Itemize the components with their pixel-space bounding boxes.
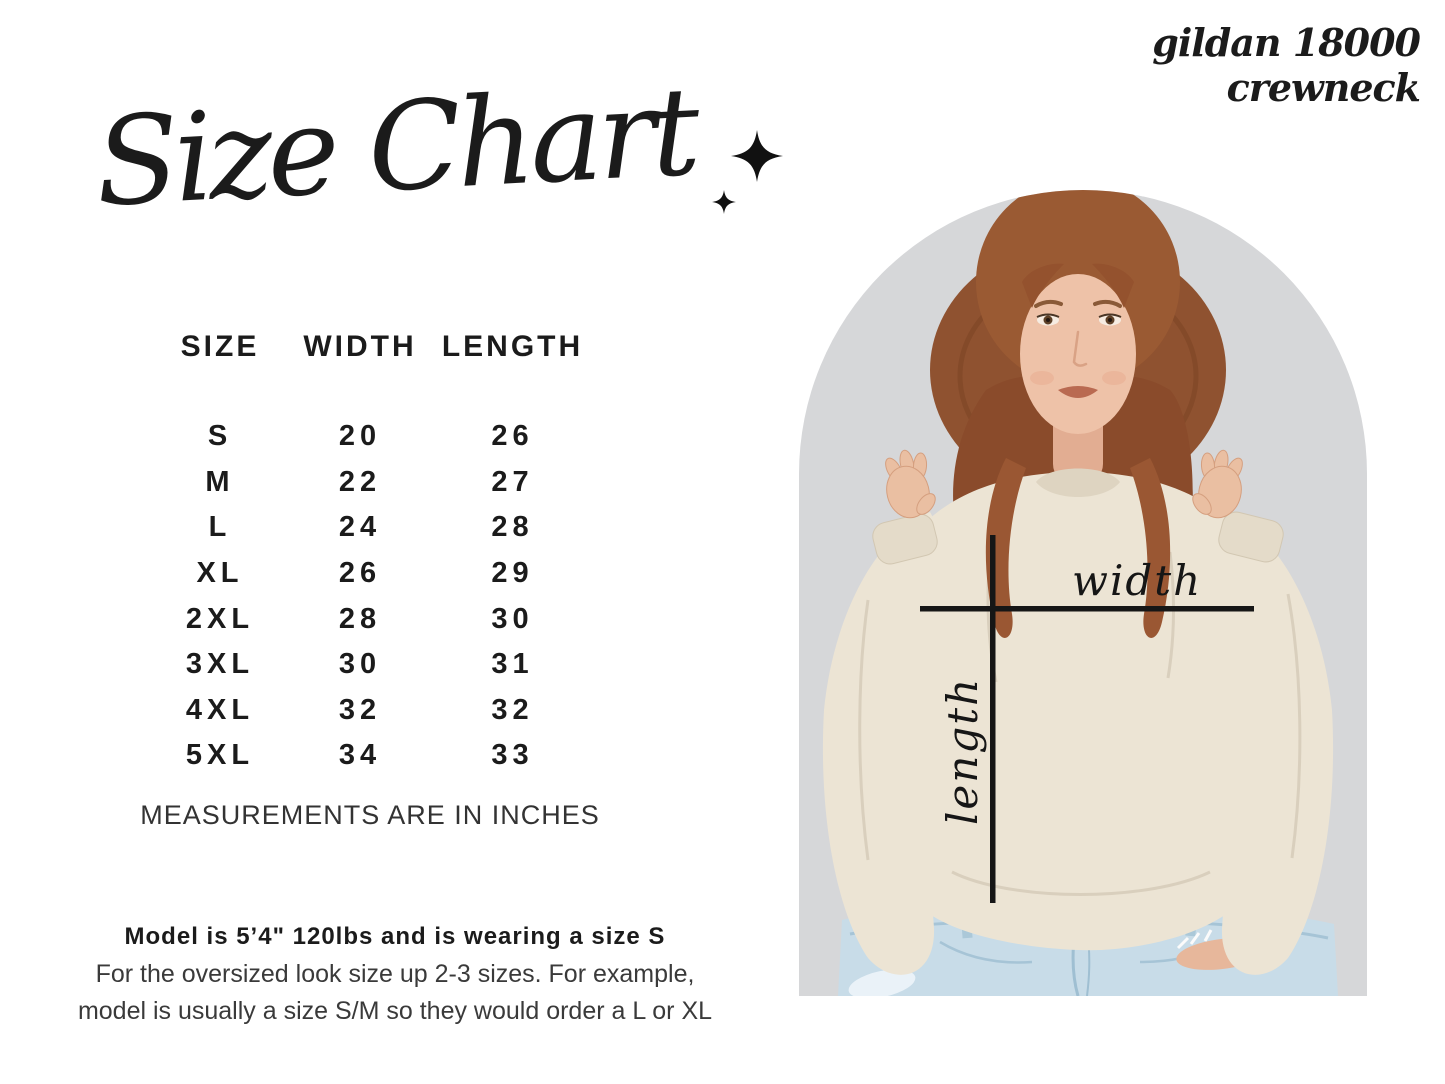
collar	[1036, 468, 1120, 497]
size-table-header: SIZE WIDTH LENGTH	[150, 330, 595, 364]
length-cell: 29	[491, 557, 534, 590]
width-cell: 26	[338, 557, 382, 590]
hand-right	[1192, 449, 1243, 519]
model-info: Model is 5’4" 120lbs and is wearing a si…	[70, 918, 720, 1030]
size-cell: L	[208, 511, 232, 544]
cuff-left	[872, 513, 938, 565]
measurement-overlay: width length	[920, 535, 1254, 903]
width-label: width	[1072, 556, 1202, 605]
width-cell: 24	[338, 511, 382, 544]
length-label: length	[938, 677, 987, 825]
width-cell: 22	[338, 465, 382, 498]
size-cell: M	[205, 465, 235, 498]
size-cell: 4XL	[185, 693, 255, 726]
length-cell: 33	[491, 739, 534, 772]
face-illustration	[1020, 263, 1136, 434]
length-cell: 28	[491, 511, 534, 544]
length-cell: 32	[491, 693, 534, 726]
width-cell: 28	[338, 602, 382, 635]
size-cell: 3XL	[185, 648, 255, 681]
table-row: 5XL 34 33	[150, 733, 595, 779]
size-cell: S	[207, 420, 233, 453]
model-info-line-2: For the oversized look size up 2-3 sizes…	[95, 960, 695, 988]
table-row: 4XL 32 32	[150, 688, 595, 734]
size-table: SIZE WIDTH LENGTH S 20 26 M 22 27 L 24 2…	[150, 330, 595, 779]
lips	[1058, 386, 1098, 398]
length-cell: 30	[491, 602, 534, 635]
sparkle-large-icon	[731, 130, 783, 182]
hand-left	[885, 449, 936, 519]
model-info-line-3: model is usually a size S/M so they woul…	[77, 997, 713, 1025]
table-row: M 22 27	[150, 460, 595, 506]
size-cell: 5XL	[185, 739, 255, 772]
width-cell: 20	[338, 420, 382, 453]
length-line	[990, 535, 996, 903]
size-table-rows: S 20 26 M 22 27 L 24 28 XL 26 29 2XL 28	[150, 414, 595, 779]
sparkle-icons	[712, 130, 783, 214]
length-cell: 31	[491, 648, 534, 681]
table-row: 3XL 30 31	[150, 642, 595, 688]
width-cell: 30	[338, 648, 382, 681]
sparkle-small-icon	[712, 190, 736, 214]
table-row: 2XL 28 30	[150, 596, 595, 642]
header-width: WIDTH	[303, 330, 417, 363]
header-length: LENGTH	[441, 330, 584, 363]
size-cell: XL	[196, 557, 244, 590]
cuff-right	[1218, 511, 1284, 563]
eyes	[1036, 313, 1122, 326]
width-cell: 32	[338, 693, 382, 726]
product-label: gildan 18000 crewneck	[1152, 20, 1421, 110]
table-row: S 20 26	[150, 414, 595, 460]
table-row: XL 26 29	[150, 551, 595, 597]
model-photo: width length	[799, 190, 1367, 996]
size-cell: 2XL	[185, 602, 255, 635]
measurements-note: MEASUREMENTS ARE IN INCHES	[140, 800, 600, 830]
sweatshirt-illustration	[822, 468, 1334, 975]
table-row: L 24 28	[150, 505, 595, 551]
length-cell: 26	[491, 420, 534, 453]
header-size: SIZE	[180, 330, 260, 363]
length-cell: 27	[491, 465, 534, 498]
width-cell: 34	[338, 739, 382, 772]
width-line	[920, 606, 1254, 612]
model-info-line-1: Model is 5’4" 120lbs and is wearing a si…	[124, 923, 666, 950]
page-title: Size Chart	[92, 60, 699, 234]
hair-front	[985, 458, 1171, 638]
